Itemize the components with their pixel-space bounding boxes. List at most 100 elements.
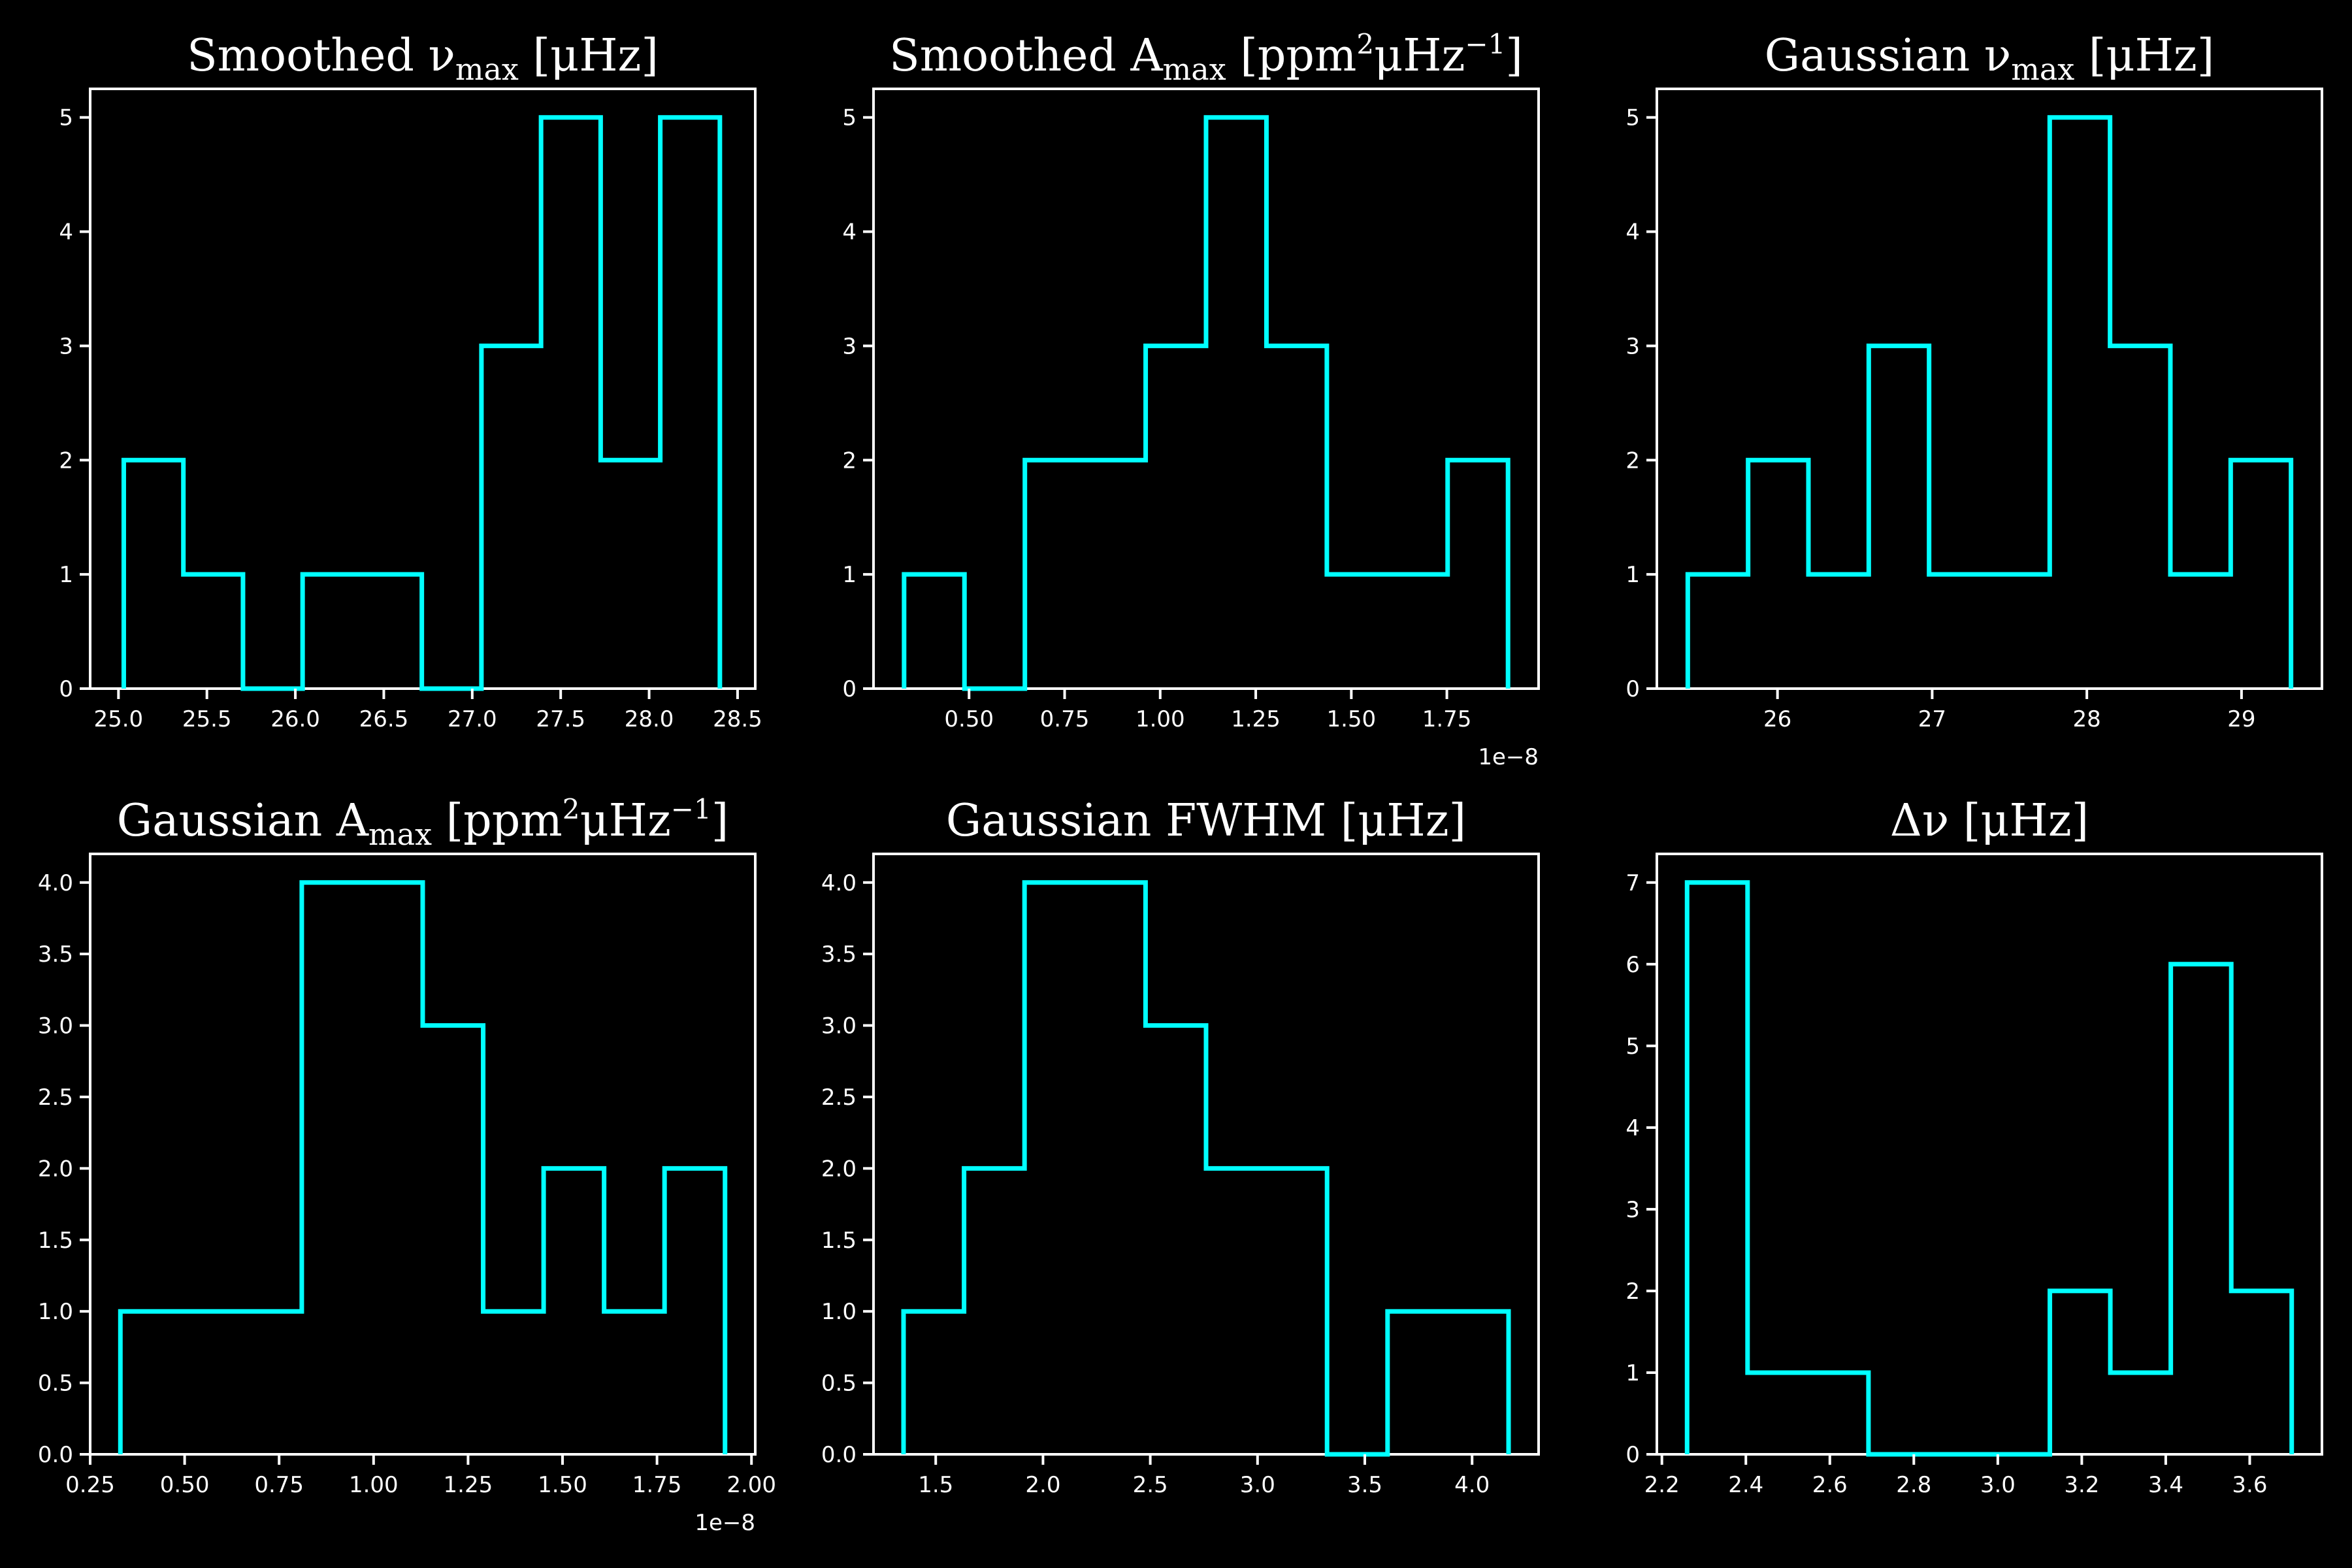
x-tick-label: 1.00: [1135, 706, 1185, 732]
y-tick-label: 3.0: [38, 1013, 73, 1039]
y-tick-label: 1: [1625, 562, 1640, 588]
y-tick-label: 1: [842, 562, 857, 588]
y-tick-label: 4: [1625, 220, 1640, 246]
axes-frame: [872, 853, 1540, 1456]
panel-title: Δν [μHz]: [1890, 795, 2089, 847]
y-tick-label: 4: [842, 220, 857, 246]
x-tick-label: 3.0: [1980, 1472, 2016, 1498]
y-tick-label: 3.5: [821, 941, 857, 968]
x-tick-label: 1.5: [918, 1472, 953, 1498]
y-tick-label: 5: [59, 105, 73, 131]
y-tick-label: 5: [1625, 105, 1640, 131]
histogram-step-line: [902, 115, 1511, 691]
x-tick-label: 3.0: [1240, 1472, 1275, 1498]
plot-area: 1.5 2.0 2.5 3.0 3.5 4.0 0.0 0.5 1.0 1.5 2.0 2.5 3.0 3…: [821, 853, 1540, 1498]
axes-frame: [89, 853, 757, 1456]
x-tick-label: 2.0: [1025, 1472, 1060, 1498]
x-tick-label: 29: [2227, 706, 2255, 732]
y-tick-label: 2: [1625, 448, 1640, 474]
y-tick-label: 5: [1625, 1034, 1640, 1060]
y-tick-label: 0: [1625, 1442, 1640, 1468]
x-tick-label: 27.5: [536, 706, 585, 732]
y-tick-label: 0.0: [821, 1442, 857, 1468]
x-tick-label: 0.50: [160, 1472, 210, 1498]
y-tick-label: 0: [59, 676, 73, 702]
x-tick-label: 4.0: [1454, 1472, 1490, 1498]
y-tick-label: 4: [59, 220, 73, 246]
x-tick-label: 0.25: [65, 1472, 115, 1498]
plot-area: 2.2 2.4 2.6 2.8 3.0 3.2 3.4 3.6 0 1 2 3 4 5 6 7: [1625, 853, 2323, 1498]
histogram-step-line: [1684, 880, 2295, 1457]
y-tick-label: 3.5: [38, 941, 73, 968]
x-tick-label: 3.6: [2232, 1472, 2267, 1498]
y-tick-label: 2: [59, 448, 73, 474]
axes-frame: [872, 88, 1540, 690]
y-tick-label: 4.0: [821, 870, 857, 896]
x-tick-label: 1.50: [538, 1472, 587, 1498]
x-tick-label: 2.8: [1896, 1472, 1931, 1498]
panel-title: Smoothed νmax [μHz]: [187, 30, 659, 87]
y-tick-label: 1.0: [821, 1299, 857, 1325]
x-tick-label: 26: [1763, 706, 1791, 732]
panel-title: Gaussian Amax [ppm2μHz−1]: [117, 793, 728, 852]
y-tick-label: 2.5: [821, 1085, 857, 1111]
x-tick-label: 2.2: [1644, 1472, 1680, 1498]
y-tick-label: 4: [1625, 1115, 1640, 1141]
y-tick-label: 0.5: [821, 1371, 857, 1397]
y-tick-label: 4.0: [38, 870, 73, 896]
y-tick-label: 2.0: [821, 1156, 857, 1182]
x-tick-label: 26.5: [359, 706, 409, 732]
panel-smoothed-numax: Smoothed νmax [μHz] 25.0 25.5 26.0 26.5 27.0…: [59, 30, 762, 732]
panel-gaussian-amax: Gaussian Amax [ppm2μHz−1] 0.25 0.50 0.75 1.…: [38, 793, 776, 1536]
y-tick-label: 6: [1625, 952, 1640, 978]
y-tick-label: 3: [1625, 1197, 1640, 1223]
x-tick-label: 1.75: [1422, 706, 1472, 732]
x-tick-label: 2.5: [1133, 1472, 1168, 1498]
histogram-step-line: [1685, 115, 2294, 689]
x-tick-label: 28: [2073, 706, 2101, 732]
x-tick-label: 1.25: [1231, 706, 1281, 732]
panel-gaussian-numax: Gaussian νmax [μHz] 26 27 28 29 0 1 2 3 4 5: [1625, 30, 2323, 732]
axes-frame: [1656, 88, 2323, 690]
x-offset-label: 1e−8: [694, 1510, 755, 1536]
x-tick-label: 0.75: [254, 1472, 304, 1498]
histogram-step-line: [901, 880, 1511, 1457]
panel-title: Smoothed Amax [ppm2μHz−1]: [889, 28, 1523, 87]
x-tick-label: 1.25: [444, 1472, 493, 1498]
y-tick-label: 1.5: [821, 1228, 857, 1254]
x-tick-label: 0.50: [944, 706, 994, 732]
histogram-step-line: [121, 115, 723, 691]
panel-title: Gaussian νmax [μHz]: [1765, 30, 2215, 87]
panel-delta-nu: Δν [μHz] 2.2 2.4 2.6 2.8 3.0 3.2 3.4 3.6 0 1 2 3 4 5 6…: [1625, 795, 2323, 1498]
y-tick-label: 2: [842, 448, 857, 474]
panel-gaussian-fwhm: Gaussian FWHM [μHz] 1.5 2.0 2.5 3.0 3.5 4.0 0.…: [821, 795, 1540, 1498]
x-tick-label: 3.2: [2064, 1472, 2099, 1498]
y-tick-label: 0.0: [38, 1442, 73, 1468]
x-tick-label: 2.4: [1728, 1472, 1763, 1498]
x-tick-label: 26.0: [270, 706, 320, 732]
plot-area: 26 27 28 29 0 1 2 3 4 5: [1625, 88, 2323, 732]
plot-area: 0.25 0.50 0.75 1.00 1.25 1.50 1.75 2.00 0.0 0.5 1.…: [38, 853, 776, 1536]
histogram-step-line: [118, 880, 728, 1454]
x-tick-label: 25.5: [182, 706, 232, 732]
x-tick-label: 1.50: [1326, 706, 1376, 732]
y-tick-label: 1.5: [38, 1228, 73, 1254]
y-tick-label: 2.0: [38, 1156, 73, 1182]
y-tick-label: 3: [842, 333, 857, 359]
y-tick-label: 3: [1625, 333, 1640, 359]
y-tick-label: 1: [59, 562, 73, 588]
y-tick-label: 0: [842, 676, 857, 702]
x-tick-label: 1.75: [632, 1472, 682, 1498]
panel-smoothed-amax: Smoothed Amax [ppm2μHz−1] 0.50 0.75 1.00 1.…: [842, 28, 1540, 770]
x-tick-label: 25.0: [93, 706, 143, 732]
x-tick-label: 3.4: [2148, 1472, 2183, 1498]
y-tick-label: 0.5: [38, 1371, 73, 1397]
y-tick-label: 3.0: [821, 1013, 857, 1039]
x-tick-label: 27.0: [448, 706, 497, 732]
y-tick-label: 2: [1625, 1279, 1640, 1305]
x-tick-label: 28.5: [713, 706, 762, 732]
x-tick-label: 1.00: [349, 1472, 399, 1498]
y-tick-label: 1: [1625, 1360, 1640, 1386]
